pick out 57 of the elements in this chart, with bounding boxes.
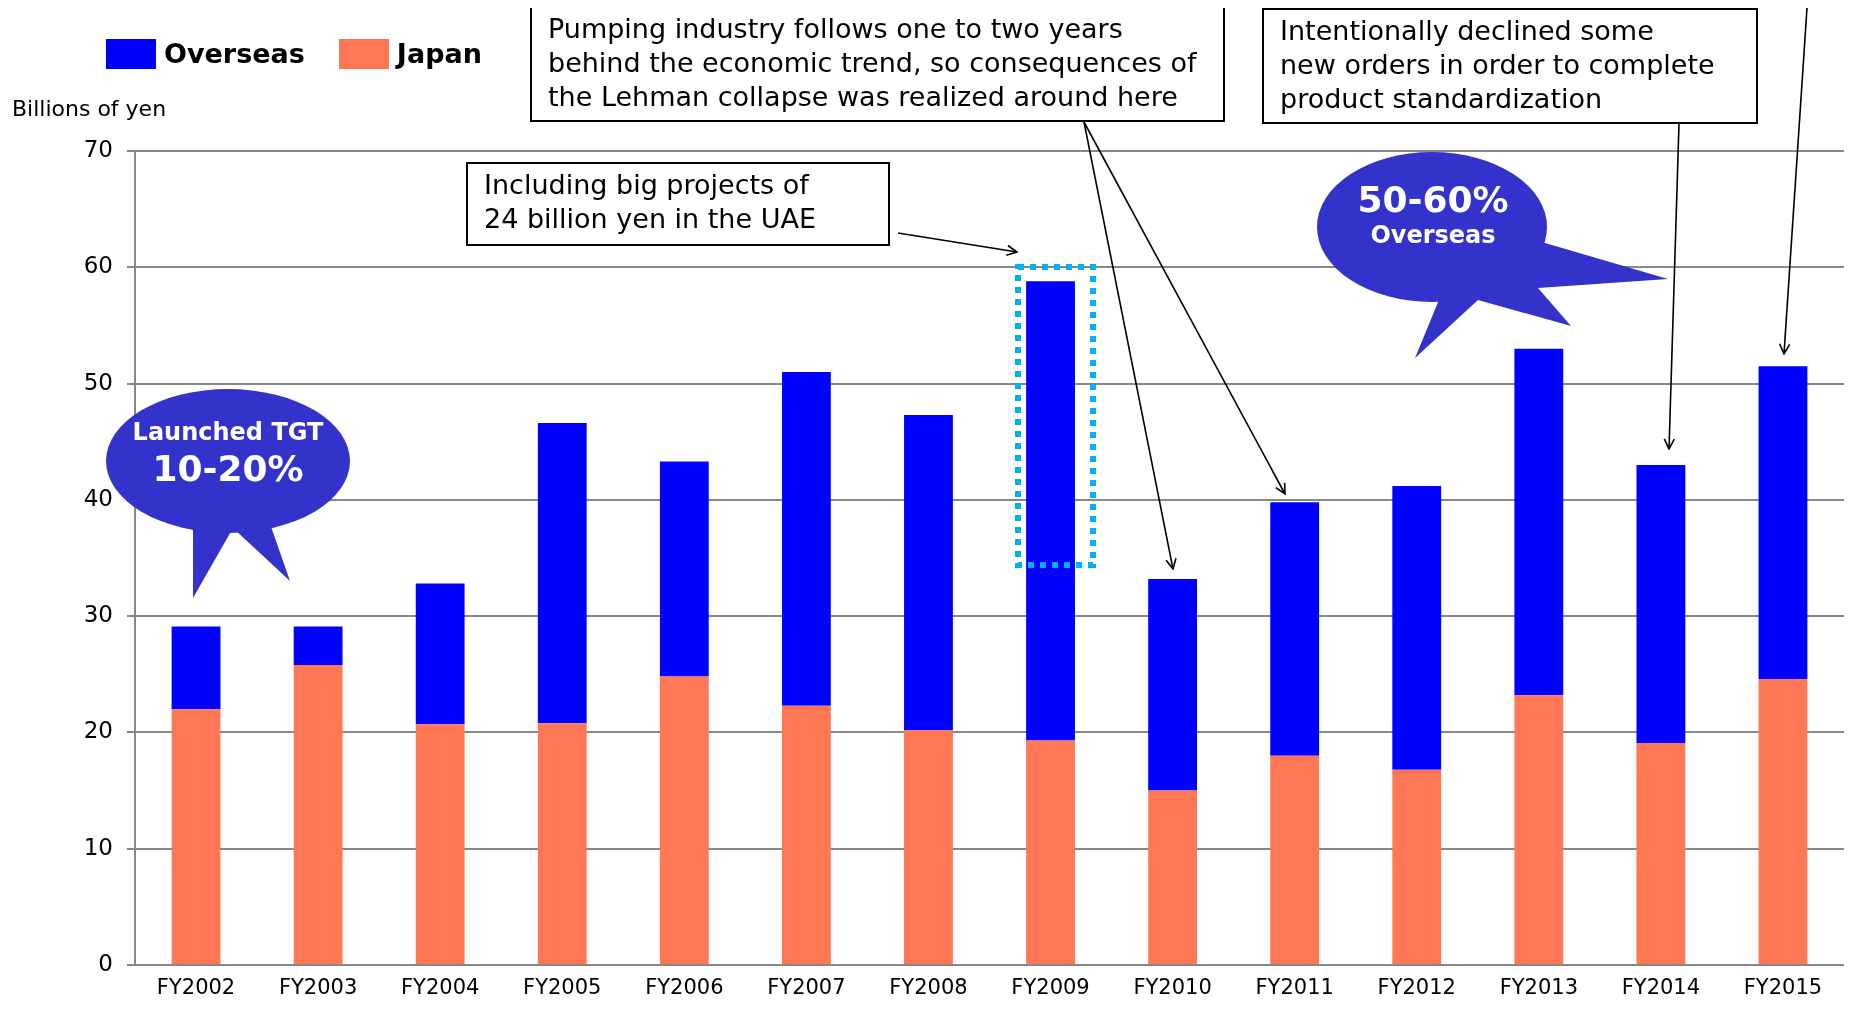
- annotation: Launched TGT 10-20%: [131, 418, 325, 489]
- bar: [1148, 790, 1198, 964]
- x-tick-label: FY2005: [523, 975, 602, 1000]
- bar: [781, 705, 831, 964]
- x-tick-label: FY2004: [401, 975, 480, 1000]
- bar: [1148, 578, 1198, 791]
- bar: [1026, 740, 1075, 964]
- x-tick-label: FY2009: [1011, 975, 1090, 1000]
- x-tick-label: FY2013: [1499, 975, 1578, 1000]
- y-tick-label: 60: [83, 252, 113, 279]
- bar: [904, 414, 953, 731]
- annotation: 50-60% Overseas: [1356, 178, 1510, 250]
- bar: [1514, 348, 1564, 696]
- legend-label: Overseas: [164, 38, 305, 69]
- x-tick-label: FY2008: [889, 975, 968, 1000]
- bar: [1758, 678, 1808, 964]
- bar: [171, 709, 221, 964]
- y-tick-label: 40: [83, 484, 113, 511]
- bar: [1392, 485, 1442, 770]
- x-tick-label: FY2015: [1743, 975, 1823, 1000]
- x-tick-label: FY2010: [1133, 975, 1212, 1000]
- text: Pumping industry follows one to two years behind the economic trend, so consequences of the Lehman collapse was realized around here: [548, 12, 1198, 114]
- x-tick-label: FY2002: [156, 975, 236, 1000]
- bar: [415, 583, 465, 725]
- bar: [537, 723, 587, 964]
- x-tick-label: FY2011: [1255, 975, 1334, 1000]
- bar: [293, 664, 343, 964]
- x-tick-label: FY2006: [645, 975, 724, 1000]
- bar: [1636, 742, 1686, 964]
- y-tick-label: 30: [83, 601, 113, 628]
- bar: [1636, 464, 1686, 743]
- bar: [293, 626, 343, 665]
- x-tick-label: FY2003: [278, 975, 358, 1000]
- x-tick-label: FY2007: [767, 975, 846, 1000]
- bar: [659, 676, 709, 964]
- bar: [659, 461, 709, 677]
- y-tick-label: 70: [83, 135, 113, 162]
- bar: [904, 730, 953, 964]
- bar: [1270, 755, 1320, 964]
- y-tick-label: 10: [83, 833, 113, 860]
- y-tick-label: 20: [83, 717, 113, 744]
- text: Intentionally declined some new orders in order to complete product standardization: [1280, 14, 1716, 116]
- bar: [415, 724, 465, 964]
- bar: [537, 423, 587, 724]
- bar: [1758, 366, 1808, 679]
- bar: [1392, 769, 1442, 964]
- bar: [171, 626, 221, 710]
- bar: [781, 371, 831, 706]
- y-tick-label: 0: [98, 949, 113, 976]
- bar: [1514, 695, 1564, 964]
- y-axis-title: Billions of yen: [12, 96, 167, 121]
- y-tick-label: 50: [83, 368, 113, 395]
- x-tick-label: FY2012: [1377, 975, 1456, 1000]
- legend-label: Japan: [396, 38, 482, 69]
- x-tick-label: FY2014: [1621, 975, 1701, 1000]
- bar: [1270, 502, 1320, 756]
- annotation: Including big projects of 24 billion yen in the UAE: [484, 168, 817, 236]
